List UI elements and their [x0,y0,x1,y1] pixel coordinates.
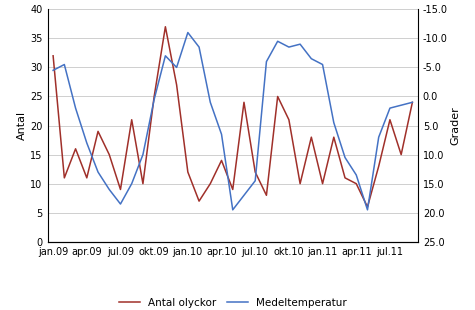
Medeltemperatur [162,54,168,58]
Antal olyckor [286,118,292,122]
Medeltemperatur [320,63,325,66]
Antal olyckor [241,100,247,104]
Medeltemperatur [84,141,90,145]
Medeltemperatur [297,42,303,46]
Antal olyckor [387,118,393,122]
Medeltemperatur [241,193,247,197]
Medeltemperatur [342,156,348,159]
Line: Medeltemperatur: Medeltemperatur [53,33,412,210]
Antal olyckor [409,100,415,104]
Medeltemperatur [252,179,258,183]
Medeltemperatur [308,57,314,60]
Antal olyckor [73,147,78,151]
Antal olyckor [264,193,269,197]
Antal olyckor [275,95,281,98]
Antal olyckor [376,164,381,168]
Medeltemperatur [152,98,157,101]
Medeltemperatur [185,31,190,34]
Medeltemperatur [275,39,281,43]
Antal olyckor [50,54,56,58]
Antal olyckor [174,83,180,87]
Antal olyckor [95,130,101,133]
Medeltemperatur [118,202,124,206]
Antal olyckor [252,170,258,174]
Medeltemperatur [365,208,370,212]
Medeltemperatur [106,188,112,191]
Legend: Antal olyckor, Medeltemperatur: Antal olyckor, Medeltemperatur [114,294,351,310]
Antal olyckor [129,118,134,122]
Antal olyckor [230,188,236,191]
Antal olyckor [185,170,190,174]
Y-axis label: Grader: Grader [451,106,461,145]
Antal olyckor [218,159,224,162]
Medeltemperatur [129,182,134,185]
Medeltemperatur [95,170,101,174]
Medeltemperatur [387,106,393,110]
Line: Antal olyckor: Antal olyckor [53,27,412,207]
Medeltemperatur [230,208,236,212]
Antal olyckor [320,182,325,185]
Antal olyckor [353,182,359,185]
Medeltemperatur [208,100,213,104]
Y-axis label: Antal: Antal [18,111,28,140]
Antal olyckor [342,176,348,180]
Medeltemperatur [353,173,359,177]
Antal olyckor [152,95,157,98]
Antal olyckor [84,176,90,180]
Antal olyckor [331,135,337,139]
Medeltemperatur [218,132,224,136]
Antal olyckor [106,153,112,157]
Antal olyckor [308,135,314,139]
Medeltemperatur [50,69,56,72]
Medeltemperatur [409,100,415,104]
Antal olyckor [297,182,303,185]
Antal olyckor [140,182,146,185]
Medeltemperatur [61,63,67,66]
Medeltemperatur [286,45,292,49]
Antal olyckor [208,182,213,185]
Antal olyckor [196,199,202,203]
Antal olyckor [61,176,67,180]
Medeltemperatur [331,121,337,125]
Antal olyckor [118,188,124,191]
Medeltemperatur [174,66,180,69]
Antal olyckor [399,153,404,157]
Medeltemperatur [376,135,381,139]
Medeltemperatur [196,45,202,49]
Medeltemperatur [73,106,78,110]
Medeltemperatur [264,60,269,64]
Medeltemperatur [399,103,404,107]
Antal olyckor [162,25,168,29]
Medeltemperatur [140,153,146,157]
Antal olyckor [365,205,370,209]
